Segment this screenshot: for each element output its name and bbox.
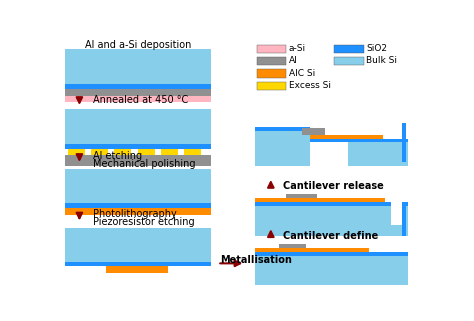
Bar — [334, 57, 364, 65]
Text: Al and a-Si deposition: Al and a-Si deposition — [85, 40, 191, 50]
Bar — [161, 149, 178, 155]
Text: AIC Si: AIC Si — [289, 69, 315, 78]
Bar — [257, 82, 286, 90]
Bar — [257, 45, 286, 53]
Text: Cantilever release: Cantilever release — [283, 181, 384, 191]
Bar — [255, 202, 408, 206]
Text: Metallisation: Metallisation — [220, 255, 292, 265]
Bar — [310, 135, 383, 139]
Bar — [255, 252, 408, 256]
Bar — [302, 128, 325, 135]
Text: Piezoresistor etching: Piezoresistor etching — [93, 217, 195, 227]
Bar — [65, 109, 211, 144]
Text: Bulk Si: Bulk Si — [366, 56, 397, 65]
Bar — [257, 69, 286, 78]
Text: a-Si: a-Si — [289, 44, 306, 53]
Bar — [65, 84, 211, 89]
Bar — [255, 198, 385, 202]
Bar — [255, 127, 310, 131]
Bar — [257, 57, 286, 65]
Bar — [391, 198, 402, 225]
Bar — [184, 149, 201, 155]
Bar — [65, 208, 211, 215]
Bar — [65, 203, 211, 208]
Text: SiO2: SiO2 — [366, 44, 387, 53]
Bar — [402, 206, 406, 236]
Text: Al: Al — [289, 56, 297, 65]
Bar — [68, 149, 85, 155]
Bar — [255, 206, 408, 236]
Text: Al etching: Al etching — [93, 151, 143, 161]
Bar — [65, 155, 211, 166]
Bar — [334, 45, 364, 53]
Bar — [65, 228, 211, 262]
Bar — [286, 194, 317, 198]
Bar — [65, 89, 211, 96]
Bar — [65, 49, 211, 84]
Bar — [255, 248, 369, 252]
Bar — [255, 256, 408, 285]
Bar — [255, 131, 310, 166]
Text: Cantilever define: Cantilever define — [283, 231, 378, 241]
Bar — [137, 149, 155, 155]
Bar — [279, 244, 306, 248]
Bar — [65, 262, 211, 266]
Bar — [114, 149, 131, 155]
Text: Mechanical polishing: Mechanical polishing — [93, 159, 196, 169]
Bar — [65, 144, 211, 149]
Bar — [348, 143, 408, 166]
Bar — [310, 139, 383, 143]
Bar — [348, 139, 408, 143]
Text: Annealed at 450 °C: Annealed at 450 °C — [93, 95, 189, 105]
Text: Excess Si: Excess Si — [289, 81, 331, 90]
Bar — [65, 169, 211, 203]
Text: Photolithography: Photolithography — [93, 209, 177, 219]
Bar — [402, 123, 406, 162]
Bar — [65, 96, 211, 102]
Bar — [91, 149, 108, 155]
Bar — [106, 266, 168, 273]
